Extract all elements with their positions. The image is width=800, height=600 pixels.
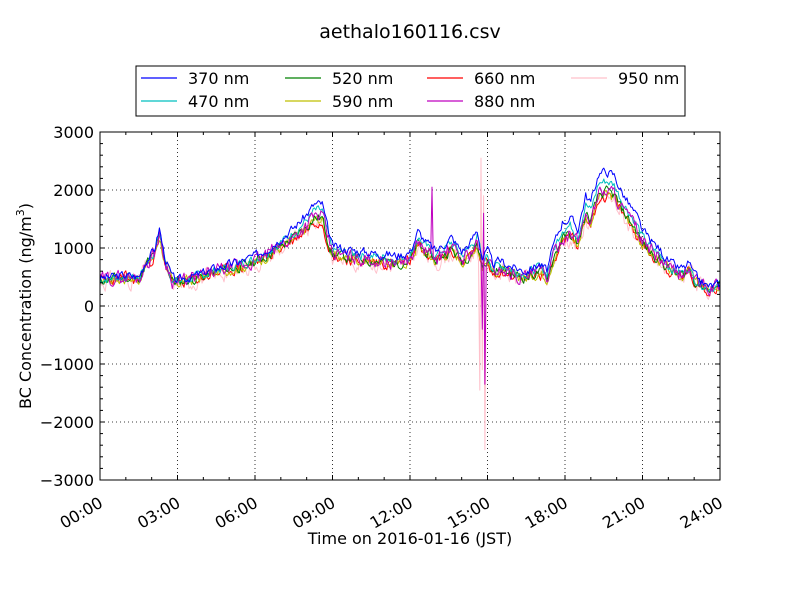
y-axis: −3000 −2000 −1000 0 1000 2000 3000 xyxy=(40,123,720,490)
series-line-880-nm xyxy=(99,185,721,385)
legend-label-520-nm: 520 nm xyxy=(332,69,393,88)
series-line-370-nm xyxy=(99,167,721,288)
y-axis-label-superscript: 3 xyxy=(14,209,27,216)
legend-label-950-nm: 950 nm xyxy=(618,69,679,88)
y-tick-label: −1000 xyxy=(40,355,94,374)
legend-label-470-nm: 470 nm xyxy=(188,92,249,111)
y-tick-label: 3000 xyxy=(53,123,94,142)
y-axis-label: BC Concentration (ng/m3) xyxy=(14,203,35,409)
y-tick-label: 2000 xyxy=(53,181,94,200)
x-axis-label: Time on 2016-01-16 (JST) xyxy=(307,529,512,548)
y-tick-label: 0 xyxy=(84,297,94,316)
chart-title: aethalo160116.csv xyxy=(319,21,501,43)
series-line-470-nm xyxy=(99,178,721,292)
y-tick-label: 1000 xyxy=(53,239,94,258)
y-tick-label: −2000 xyxy=(40,413,94,432)
legend-label-590-nm: 590 nm xyxy=(332,92,393,111)
legend-label-370-nm: 370 nm xyxy=(188,69,249,88)
y-axis-label-close: ) xyxy=(16,203,35,209)
chart-legend: 370 nm 470 nm 520 nm 590 nm 660 nm 880 nm 950 … xyxy=(135,65,686,117)
legend-label-660-nm: 660 nm xyxy=(474,69,535,88)
series-layer xyxy=(99,157,721,451)
grid-lines xyxy=(100,132,720,480)
legend-label-880-nm: 880 nm xyxy=(474,92,535,111)
y-axis-label-main: BC Concentration (ng/m xyxy=(16,216,35,409)
y-tick-label: −3000 xyxy=(40,471,94,490)
legend-box xyxy=(135,65,686,117)
